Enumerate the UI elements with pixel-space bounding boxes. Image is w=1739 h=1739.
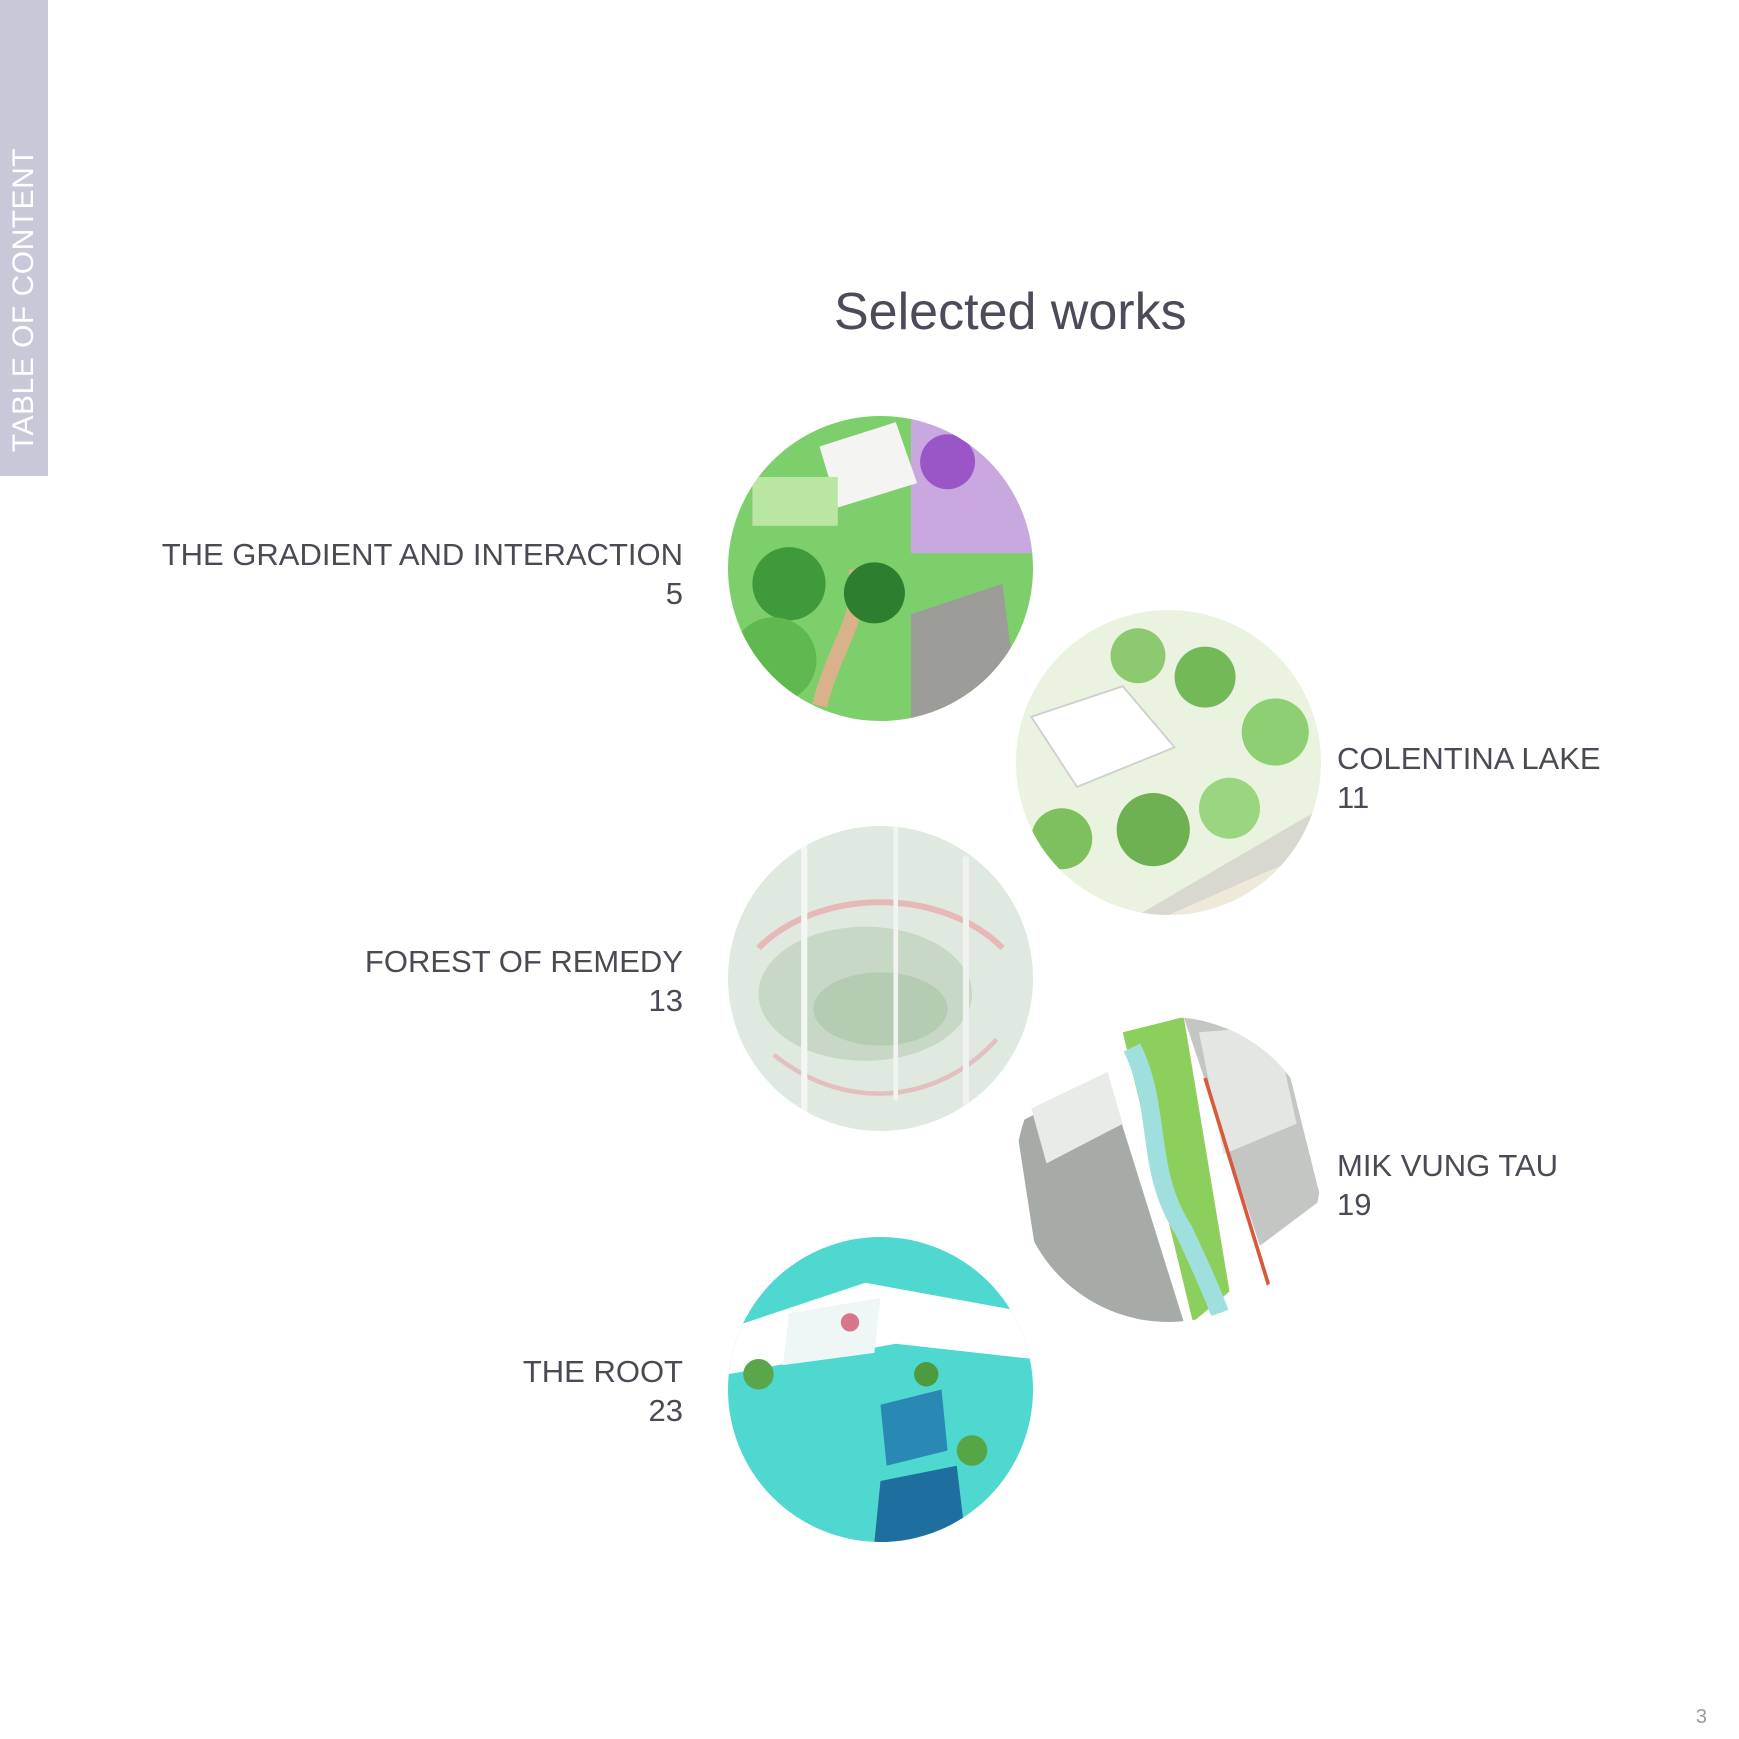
work-title: THE GRADIENT AND INTERACTION — [161, 537, 683, 572]
work-label-colentina[interactable]: COLENTINA LAKE 11 — [1337, 739, 1601, 817]
table-of-content-tab[interactable]: TABLE OF CONTENT — [0, 0, 48, 476]
work-page: 19 — [1337, 1187, 1372, 1222]
work-image-colentina[interactable] — [1016, 610, 1321, 915]
work-label-forest[interactable]: FOREST OF REMEDY 13 — [365, 942, 683, 1020]
side-tab-label: TABLE OF CONTENT — [7, 147, 40, 453]
work-title: MIK VUNG TAU — [1337, 1148, 1559, 1183]
work-image-mik[interactable] — [1016, 1017, 1321, 1322]
work-page: 5 — [665, 576, 683, 611]
work-page: 23 — [648, 1393, 683, 1428]
work-label-mik[interactable]: MIK VUNG TAU 19 — [1337, 1146, 1558, 1224]
work-label-gradient[interactable]: THE GRADIENT AND INTERACTION 5 — [162, 535, 683, 613]
work-image-gradient[interactable] — [728, 416, 1033, 721]
work-title: FOREST OF REMEDY — [364, 944, 683, 979]
work-title: THE ROOT — [522, 1354, 683, 1389]
work-image-forest[interactable] — [728, 826, 1033, 1131]
work-page: 13 — [648, 983, 683, 1018]
page-title: Selected works — [834, 283, 1187, 341]
page-number: 3 — [1695, 1706, 1707, 1728]
work-page: 11 — [1337, 780, 1370, 815]
work-image-root[interactable] — [728, 1237, 1033, 1542]
work-label-root[interactable]: THE ROOT 23 — [523, 1352, 683, 1430]
work-title: COLENTINA LAKE — [1337, 741, 1601, 776]
